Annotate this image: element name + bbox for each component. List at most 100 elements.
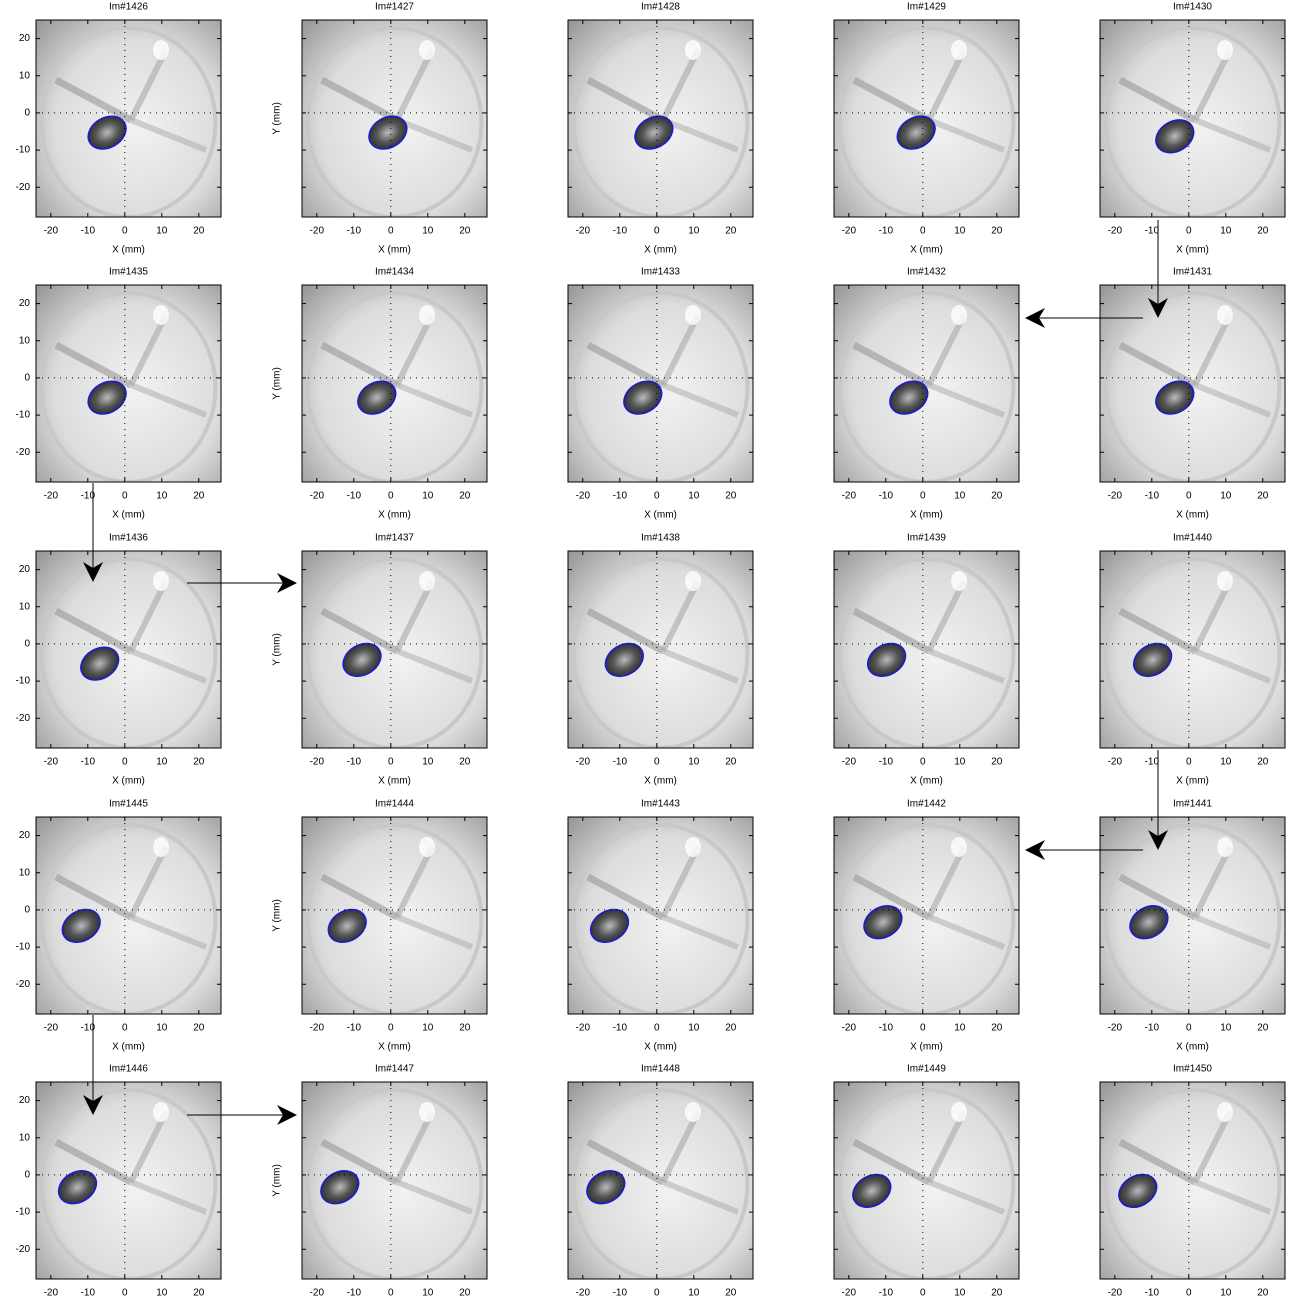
x-tick-label: 0 bbox=[388, 1288, 394, 1299]
x-tick-label: -20 bbox=[310, 226, 325, 237]
x-tick-label: 20 bbox=[459, 757, 471, 768]
y-axis-label: Y (mm) bbox=[272, 899, 283, 932]
feature bbox=[1217, 305, 1233, 325]
x-tick-label: 0 bbox=[920, 1023, 926, 1034]
panel-title: Im#1435 bbox=[109, 267, 148, 278]
panel: -20 -10 0 10 20 -20 -10 0 10 20 Im#1436 X (mm) bbox=[16, 533, 222, 787]
specimen bbox=[327, 908, 367, 944]
x-tick-label: 20 bbox=[991, 1288, 1003, 1299]
image bbox=[834, 1082, 1019, 1279]
channel bbox=[926, 1110, 967, 1184]
panel-title: Im#1437 bbox=[375, 533, 414, 544]
feature bbox=[419, 571, 435, 591]
channel bbox=[1192, 48, 1233, 122]
panel: -20 -10 0 10 20 Im#1433 X (mm) bbox=[567, 267, 754, 521]
channel bbox=[1118, 607, 1197, 655]
image bbox=[1100, 285, 1285, 482]
image bbox=[834, 551, 1019, 748]
y-tick-label: -10 bbox=[16, 1207, 31, 1218]
channel bbox=[1193, 382, 1272, 418]
dish-rim bbox=[1103, 822, 1282, 1014]
x-tick-label: 10 bbox=[688, 1023, 700, 1034]
feature bbox=[685, 305, 701, 325]
channel bbox=[927, 914, 1006, 950]
channel bbox=[660, 48, 701, 122]
specimen bbox=[863, 905, 903, 940]
image bbox=[568, 551, 753, 748]
channel bbox=[661, 117, 740, 153]
channel bbox=[926, 313, 967, 387]
axes-frame bbox=[567, 1081, 754, 1280]
x-tick-label: 10 bbox=[156, 491, 168, 502]
panel: -20 -10 0 10 20 Im#1431 X (mm) bbox=[1099, 267, 1286, 521]
image bbox=[834, 20, 1019, 217]
dish-rim bbox=[39, 25, 218, 217]
channel bbox=[927, 382, 1006, 418]
channel bbox=[1192, 845, 1233, 919]
panel-title: Im#1444 bbox=[375, 799, 414, 810]
channel bbox=[320, 607, 399, 655]
channel bbox=[128, 579, 169, 653]
y-tick-label: -20 bbox=[16, 713, 31, 724]
panel: -20 -10 0 10 20 Im#1442 X (mm) bbox=[833, 799, 1020, 1053]
panel-title: Im#1427 bbox=[375, 2, 414, 13]
x-tick-label: 0 bbox=[1186, 1288, 1192, 1299]
x-tick-label: 20 bbox=[1257, 757, 1269, 768]
x-tick-label: -10 bbox=[879, 226, 894, 237]
channel bbox=[320, 873, 399, 921]
panel-title: Im#1440 bbox=[1173, 533, 1212, 544]
channel bbox=[1193, 648, 1272, 684]
x-tick-label: 20 bbox=[725, 226, 737, 237]
channel bbox=[926, 845, 967, 919]
channel bbox=[394, 579, 435, 653]
x-tick-label: 0 bbox=[920, 491, 926, 502]
panel-title: Im#1447 bbox=[375, 1064, 414, 1075]
x-axis-label: X (mm) bbox=[112, 245, 145, 256]
channel bbox=[660, 845, 701, 919]
panel-title: Im#1433 bbox=[641, 267, 680, 278]
x-tick-label: -10 bbox=[613, 757, 628, 768]
y-tick-label: 10 bbox=[19, 335, 31, 346]
x-tick-label: -20 bbox=[576, 1023, 591, 1034]
x-tick-label: -10 bbox=[879, 757, 894, 768]
axes-frame bbox=[1099, 284, 1286, 483]
dish-rim bbox=[305, 290, 484, 482]
x-tick-label: 10 bbox=[422, 491, 434, 502]
feature bbox=[951, 40, 967, 60]
channel bbox=[395, 1179, 474, 1215]
axes-frame bbox=[1099, 1081, 1286, 1280]
image bbox=[568, 285, 753, 482]
x-tick-label: -20 bbox=[44, 1288, 59, 1299]
x-tick-label: -20 bbox=[310, 491, 325, 502]
x-tick-label: 20 bbox=[991, 491, 1003, 502]
channel bbox=[926, 579, 967, 653]
channel bbox=[394, 1110, 435, 1184]
x-tick-label: 20 bbox=[459, 226, 471, 237]
x-tick-label: 20 bbox=[1257, 226, 1269, 237]
x-tick-label: 20 bbox=[193, 226, 205, 237]
y-axis-label: Y (mm) bbox=[272, 633, 283, 666]
image bbox=[36, 285, 221, 482]
channel bbox=[128, 313, 169, 387]
y-tick-label: 0 bbox=[24, 639, 30, 650]
x-axis-label: X (mm) bbox=[1176, 1042, 1209, 1053]
y-tick-label: -20 bbox=[16, 979, 31, 990]
x-tick-label: -20 bbox=[1108, 1023, 1123, 1034]
y-tick-label: 0 bbox=[24, 108, 30, 119]
x-tick-label: -10 bbox=[1145, 226, 1160, 237]
x-tick-label: 20 bbox=[725, 1288, 737, 1299]
specimen bbox=[604, 642, 644, 678]
channel bbox=[128, 845, 169, 919]
feature bbox=[153, 571, 169, 591]
x-tick-label: 20 bbox=[459, 1288, 471, 1299]
y-tick-label: 10 bbox=[19, 1132, 31, 1143]
x-tick-label: 20 bbox=[459, 491, 471, 502]
feature bbox=[153, 1102, 169, 1122]
x-tick-label: 10 bbox=[954, 226, 966, 237]
x-tick-label: -10 bbox=[613, 1288, 628, 1299]
channel bbox=[1118, 873, 1197, 921]
x-tick-label: 10 bbox=[156, 1288, 168, 1299]
panel-title: Im#1428 bbox=[641, 2, 680, 13]
channel bbox=[320, 341, 399, 389]
x-tick-label: 20 bbox=[991, 226, 1003, 237]
